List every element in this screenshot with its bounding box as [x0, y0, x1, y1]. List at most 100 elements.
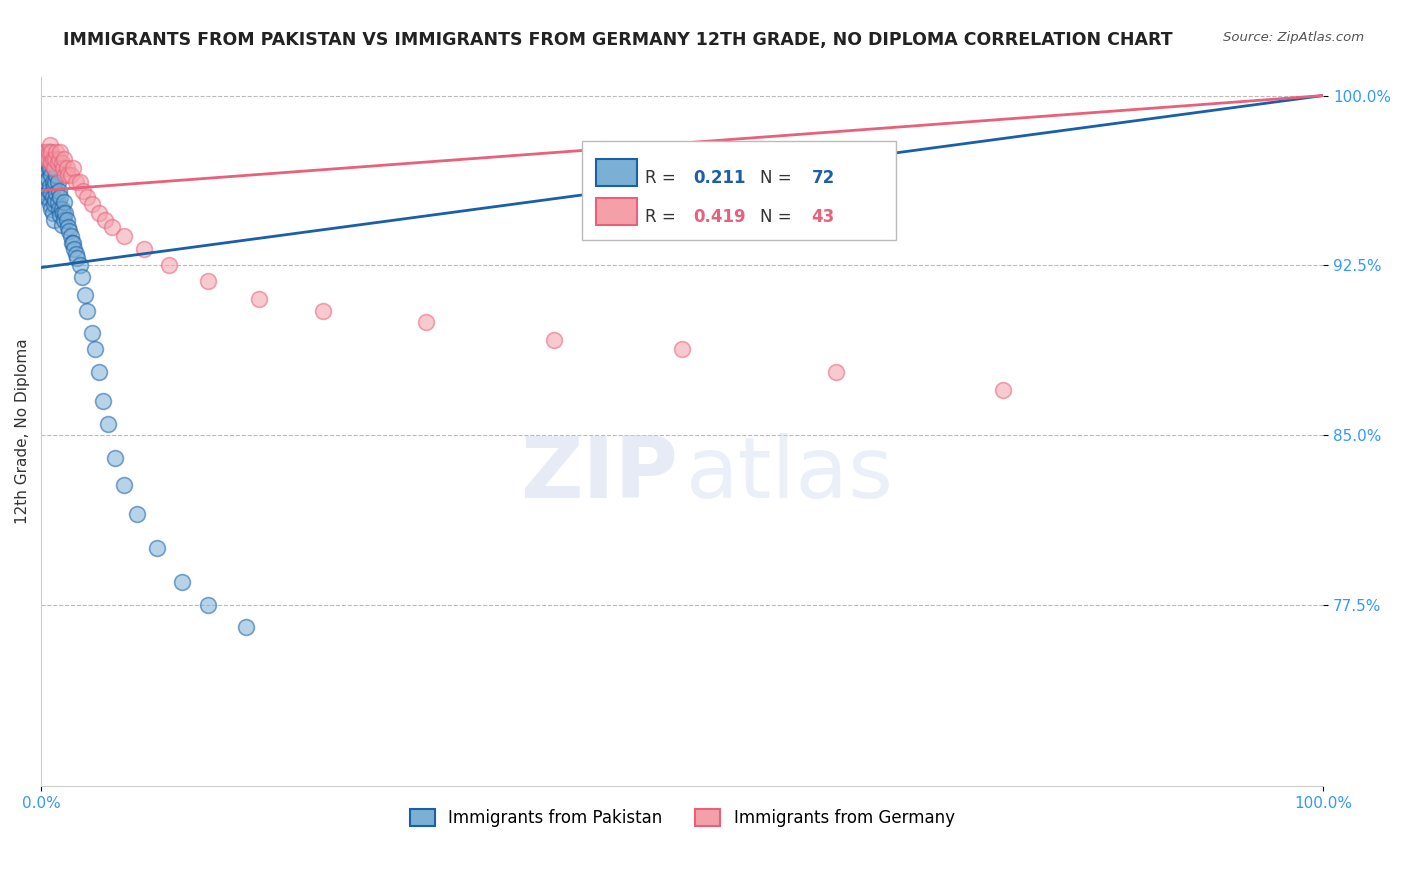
Immigrants from Pakistan [59, 228, 82, 243]
Text: 43: 43 [811, 208, 835, 226]
Immigrants from Pakistan [49, 209, 72, 223]
Text: N =: N = [761, 169, 797, 187]
Immigrants from Germany [69, 175, 91, 189]
Immigrants from Germany [59, 168, 82, 182]
Text: Source: ZipAtlas.com: Source: ZipAtlas.com [1223, 31, 1364, 45]
Immigrants from Pakistan [84, 342, 107, 356]
Immigrants from Pakistan [41, 175, 63, 189]
Immigrants from Germany [94, 213, 117, 227]
Immigrants from Pakistan [48, 184, 70, 198]
Immigrants from Germany [38, 145, 60, 160]
Immigrants from Germany [52, 161, 75, 175]
Immigrants from Pakistan [76, 303, 98, 318]
Immigrants from Pakistan [45, 186, 67, 200]
Immigrants from Pakistan [145, 541, 167, 556]
Immigrants from Pakistan [62, 235, 84, 250]
Immigrants from Germany [53, 152, 76, 166]
Text: N =: N = [761, 208, 797, 226]
Immigrants from Germany [197, 274, 219, 288]
Immigrants from Pakistan [235, 620, 257, 634]
Immigrants from Germany [62, 161, 84, 175]
Immigrants from Germany [132, 243, 155, 257]
Immigrants from Pakistan [65, 247, 87, 261]
Immigrants from Germany [46, 156, 69, 170]
Immigrants from Germany [41, 145, 63, 160]
Immigrants from Germany [39, 138, 62, 153]
Text: 0.211: 0.211 [693, 169, 747, 187]
Immigrants from Pakistan [31, 163, 53, 178]
FancyBboxPatch shape [596, 198, 637, 226]
Immigrants from Pakistan [38, 161, 60, 175]
Immigrants from Pakistan [32, 152, 55, 166]
Text: IMMIGRANTS FROM PAKISTAN VS IMMIGRANTS FROM GERMANY 12TH GRADE, NO DIPLOMA CORRE: IMMIGRANTS FROM PAKISTAN VS IMMIGRANTS F… [63, 31, 1173, 49]
Text: R =: R = [645, 208, 681, 226]
Immigrants from Pakistan [56, 219, 79, 234]
Immigrants from Pakistan [39, 161, 62, 175]
Immigrants from Pakistan [35, 145, 58, 160]
Immigrants from Germany [34, 152, 56, 166]
Immigrants from Pakistan [42, 197, 65, 211]
Immigrants from Pakistan [38, 184, 60, 198]
Immigrants from Germany [100, 219, 122, 234]
Immigrants from Pakistan [51, 218, 73, 232]
Immigrants from Pakistan [41, 202, 63, 216]
Immigrants from Pakistan [32, 184, 55, 198]
Immigrants from Pakistan [41, 186, 63, 200]
Text: atlas: atlas [686, 433, 894, 516]
Immigrants from Pakistan [39, 145, 62, 160]
Immigrants from Pakistan [35, 190, 58, 204]
Immigrants from Germany [415, 315, 437, 329]
Immigrants from Germany [44, 152, 66, 166]
Immigrants from Germany [42, 161, 65, 175]
Immigrants from Germany [991, 383, 1014, 397]
Immigrants from Pakistan [52, 206, 75, 220]
Immigrants from Germany [49, 145, 72, 160]
Immigrants from Germany [31, 145, 53, 160]
Immigrants from Pakistan [60, 235, 83, 250]
Text: 72: 72 [811, 169, 835, 187]
Immigrants from Pakistan [37, 172, 59, 186]
Immigrants from Pakistan [48, 202, 70, 216]
Immigrants from Pakistan [35, 175, 58, 189]
Immigrants from Pakistan [87, 365, 110, 379]
Immigrants from Germany [825, 365, 848, 379]
Immigrants from Germany [41, 156, 63, 170]
Immigrants from Pakistan [55, 213, 77, 227]
Immigrants from Germany [45, 145, 67, 160]
Immigrants from Pakistan [46, 175, 69, 189]
Immigrants from Pakistan [41, 190, 63, 204]
Immigrants from Pakistan [44, 193, 66, 207]
Immigrants from Pakistan [53, 213, 76, 227]
Immigrants from Pakistan [34, 161, 56, 175]
Immigrants from Pakistan [51, 202, 73, 216]
Immigrants from Pakistan [42, 161, 65, 175]
Immigrants from Pakistan [46, 194, 69, 209]
Immigrants from Pakistan [34, 177, 56, 191]
Immigrants from Pakistan [37, 190, 59, 204]
Immigrants from Germany [543, 333, 565, 347]
Immigrants from Pakistan [45, 168, 67, 182]
Immigrants from Germany [87, 206, 110, 220]
Immigrants from Germany [55, 161, 77, 175]
Immigrants from Pakistan [42, 179, 65, 194]
Text: ZIP: ZIP [520, 433, 678, 516]
FancyBboxPatch shape [582, 141, 896, 240]
Immigrants from Germany [51, 156, 73, 170]
Immigrants from Germany [114, 228, 136, 243]
Immigrants from Germany [247, 292, 270, 306]
Immigrants from Germany [55, 168, 77, 182]
Immigrants from Germany [56, 168, 79, 182]
Text: R =: R = [645, 169, 681, 187]
Immigrants from Pakistan [63, 243, 86, 257]
Immigrants from Pakistan [41, 168, 63, 182]
Immigrants from Germany [65, 175, 87, 189]
Immigrants from Germany [82, 197, 104, 211]
Immigrants from Pakistan [104, 450, 127, 465]
Immigrants from Germany [72, 184, 94, 198]
Immigrants from Pakistan [58, 224, 80, 238]
Immigrants from Germany [76, 190, 98, 204]
Immigrants from Pakistan [197, 598, 219, 612]
Immigrants from Pakistan [97, 417, 120, 431]
Legend: Immigrants from Pakistan, Immigrants from Germany: Immigrants from Pakistan, Immigrants fro… [404, 803, 962, 834]
Text: 0.419: 0.419 [693, 208, 747, 226]
